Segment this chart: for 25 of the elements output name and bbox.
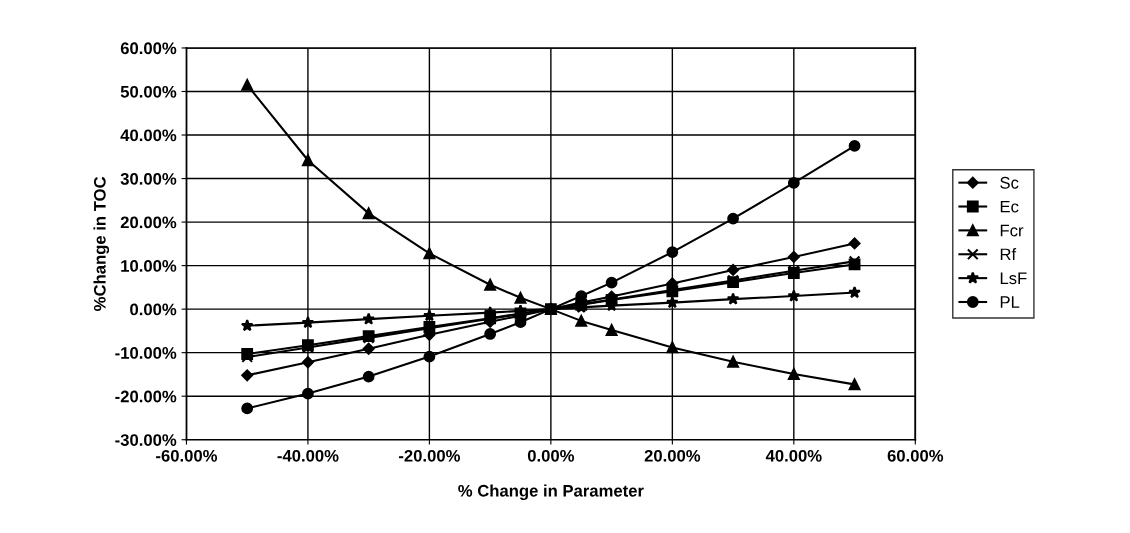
x-tick-label: 20.00% [644,449,701,462]
y-tick-label: 60.00% [120,42,177,55]
y-tick-label: -30.00% [115,434,177,446]
legend-label: Ec [1000,200,1019,213]
y-axis-title: %Change in TOC [93,176,110,311]
x-tick-label: 0.00% [527,449,575,462]
x-tick-label: 60.00% [887,449,944,462]
x-tick-label: -20.00% [399,449,460,462]
y-tick-label: 0.00% [130,303,177,316]
legend-label: Rf [1000,248,1017,261]
legend-label: Sc [1000,176,1019,189]
y-tick-label: 20.00% [120,216,177,229]
legend-label: Fcr [1000,224,1024,237]
y-tick-label: 10.00% [121,260,177,272]
y-tick-label: -20.00% [115,390,177,403]
x-tick-label: -60.00% [156,449,218,462]
legend-label: LsF [1000,272,1027,285]
y-tick-label: 30.00% [120,172,177,185]
x-axis-title: % Change in Parameter [458,484,644,501]
legend-label: PL [1000,296,1020,308]
y-tick-label: 50.00% [120,85,177,98]
x-tick-label: 40.00% [765,449,822,462]
x-tick-label: -40.00% [277,449,339,462]
y-tick-label: -10.00% [115,347,177,359]
y-tick-label: 40.00% [120,129,177,142]
